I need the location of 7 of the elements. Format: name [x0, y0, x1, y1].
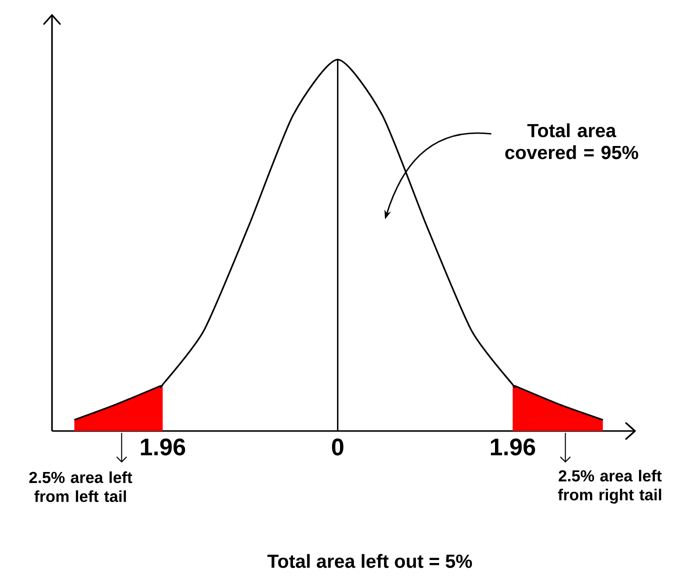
text: 2.5% area left from left tail	[29, 471, 132, 502]
x-tick-label: 1.96	[140, 438, 186, 456]
x-tick-label: 1.96	[490, 438, 536, 456]
annotation: Total area covered = 95%	[505, 123, 638, 160]
x-tick-label: 0	[332, 438, 344, 456]
text: Total area left out = 5%	[267, 554, 472, 568]
text: 2.5% area left from right tail	[558, 470, 662, 504]
